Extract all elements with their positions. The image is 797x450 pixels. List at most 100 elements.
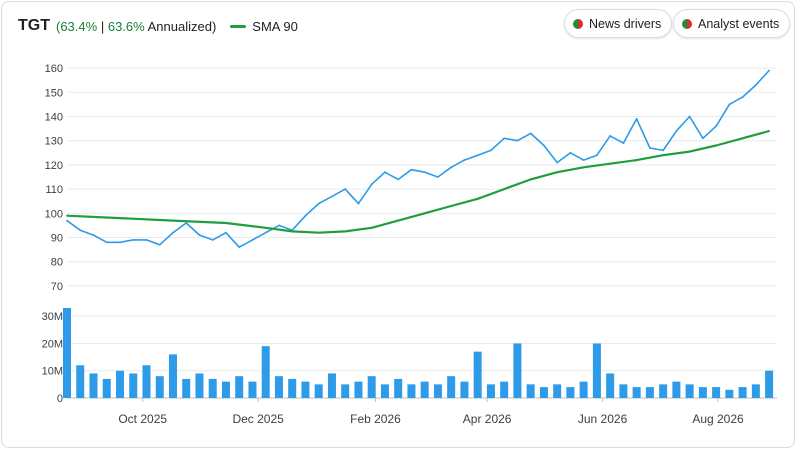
volume-bar (579, 381, 588, 398)
volume-bar (221, 381, 230, 398)
sma-legend-label: SMA 90 (252, 18, 298, 34)
sma-line-point (476, 197, 479, 200)
perf-total: (63.4% (56, 18, 98, 34)
volume-tick-label: 20M (42, 338, 63, 350)
volume-tick-label: 0 (57, 393, 63, 405)
price-line-point (251, 239, 254, 241)
sma-line-point (768, 130, 771, 132)
price-tick-label: 110 (45, 184, 63, 196)
price-line-point (423, 171, 426, 174)
volume-bar (76, 365, 85, 398)
price-line-point (595, 154, 598, 157)
price-line-point (145, 239, 148, 241)
news-drivers-label: News drivers (589, 16, 662, 31)
sma-line-point (291, 230, 294, 233)
sma-line-point (556, 171, 559, 174)
perf-annualized: 63.6% (107, 18, 145, 34)
volume-bar (407, 384, 416, 398)
price-tick-label: 140 (45, 112, 63, 124)
volume-bar (751, 384, 760, 398)
price-line-point (66, 219, 68, 222)
volume-bar (168, 354, 177, 398)
sma-line-point (172, 219, 174, 222)
price-line-point (437, 176, 439, 178)
sma-line-point (344, 230, 347, 233)
volume-bar (288, 378, 297, 398)
price-line-point (622, 142, 625, 145)
price-line-point (225, 231, 227, 234)
price-tick-label: 80 (51, 257, 63, 269)
price-line-point (662, 149, 665, 152)
perf-separator: | (100, 18, 105, 34)
price-line-point (715, 125, 718, 128)
volume-bar (354, 381, 363, 398)
volume-bar (261, 346, 270, 398)
x-tick-label: Apr 2026 (463, 412, 512, 426)
price-line-point (211, 239, 214, 241)
sma-line-point (119, 217, 121, 220)
volume-bar (513, 343, 522, 398)
sma-line-point (370, 226, 373, 229)
price-line-point (741, 96, 744, 99)
sma-legend-swatch (230, 24, 247, 28)
volume-bar (738, 387, 747, 398)
volume-bar (539, 387, 548, 398)
price-line-point (158, 243, 161, 246)
price-line-point (198, 234, 201, 236)
price-line-point (238, 246, 241, 249)
volume-bar (327, 373, 336, 398)
volume-bar (645, 387, 654, 398)
price-line-point (701, 137, 704, 140)
price-line-point (503, 137, 506, 140)
price-line-point (172, 231, 174, 234)
price-line (66, 69, 770, 248)
price-line-point (648, 147, 651, 149)
volume-bar (566, 387, 575, 398)
price-line-point (675, 130, 678, 132)
volume-bar (619, 384, 628, 398)
price-tick-label: 150 (45, 87, 63, 99)
volume-bar (195, 373, 204, 398)
volume-bar (553, 384, 562, 398)
price-line-point (476, 154, 479, 157)
sma-line-point (609, 162, 612, 165)
volume-bar (592, 343, 601, 398)
volume-tick-label: 10M (42, 366, 63, 378)
x-tick-label: Oct 2025 (118, 412, 167, 426)
volume-bar (394, 378, 403, 398)
volume-bar (460, 381, 469, 398)
volume-bar (63, 308, 71, 398)
volume-bar (672, 381, 681, 398)
price-line-point (556, 161, 559, 164)
volume-bar (341, 384, 350, 398)
sma-line-point (715, 144, 718, 147)
volume-bar (367, 376, 376, 398)
price-line-point (185, 222, 188, 224)
price-line-point (609, 134, 612, 137)
price-tick-label: 120 (45, 160, 63, 172)
analyst-events-button[interactable]: Analyst events (673, 9, 791, 38)
analyst-events-dot-icon (682, 18, 692, 29)
sma-legend[interactable]: SMA 90 (230, 19, 298, 34)
price-line-point (754, 84, 757, 86)
volume-bar (685, 384, 694, 398)
sma-line-point (635, 159, 638, 161)
price-line-point (410, 168, 413, 171)
sma-line-point (582, 166, 585, 169)
sma-line-point (264, 226, 267, 229)
volume-bar (102, 378, 111, 398)
volume-bar (235, 376, 244, 398)
price-line-point (264, 231, 267, 234)
price-line-point (635, 118, 638, 120)
x-tick-label: Aug 2026 (692, 412, 744, 426)
performance-summary: (63.4% | 63.6% Annualized) (56, 19, 216, 34)
price-line-point (370, 183, 373, 186)
news-drivers-button[interactable]: News drivers (564, 9, 673, 38)
volume-bar (447, 376, 456, 398)
price-line-point (344, 188, 347, 191)
volume-bar (155, 376, 164, 398)
volume-bar (659, 384, 668, 398)
volume-bar (698, 387, 707, 398)
price-line-point (92, 234, 95, 236)
